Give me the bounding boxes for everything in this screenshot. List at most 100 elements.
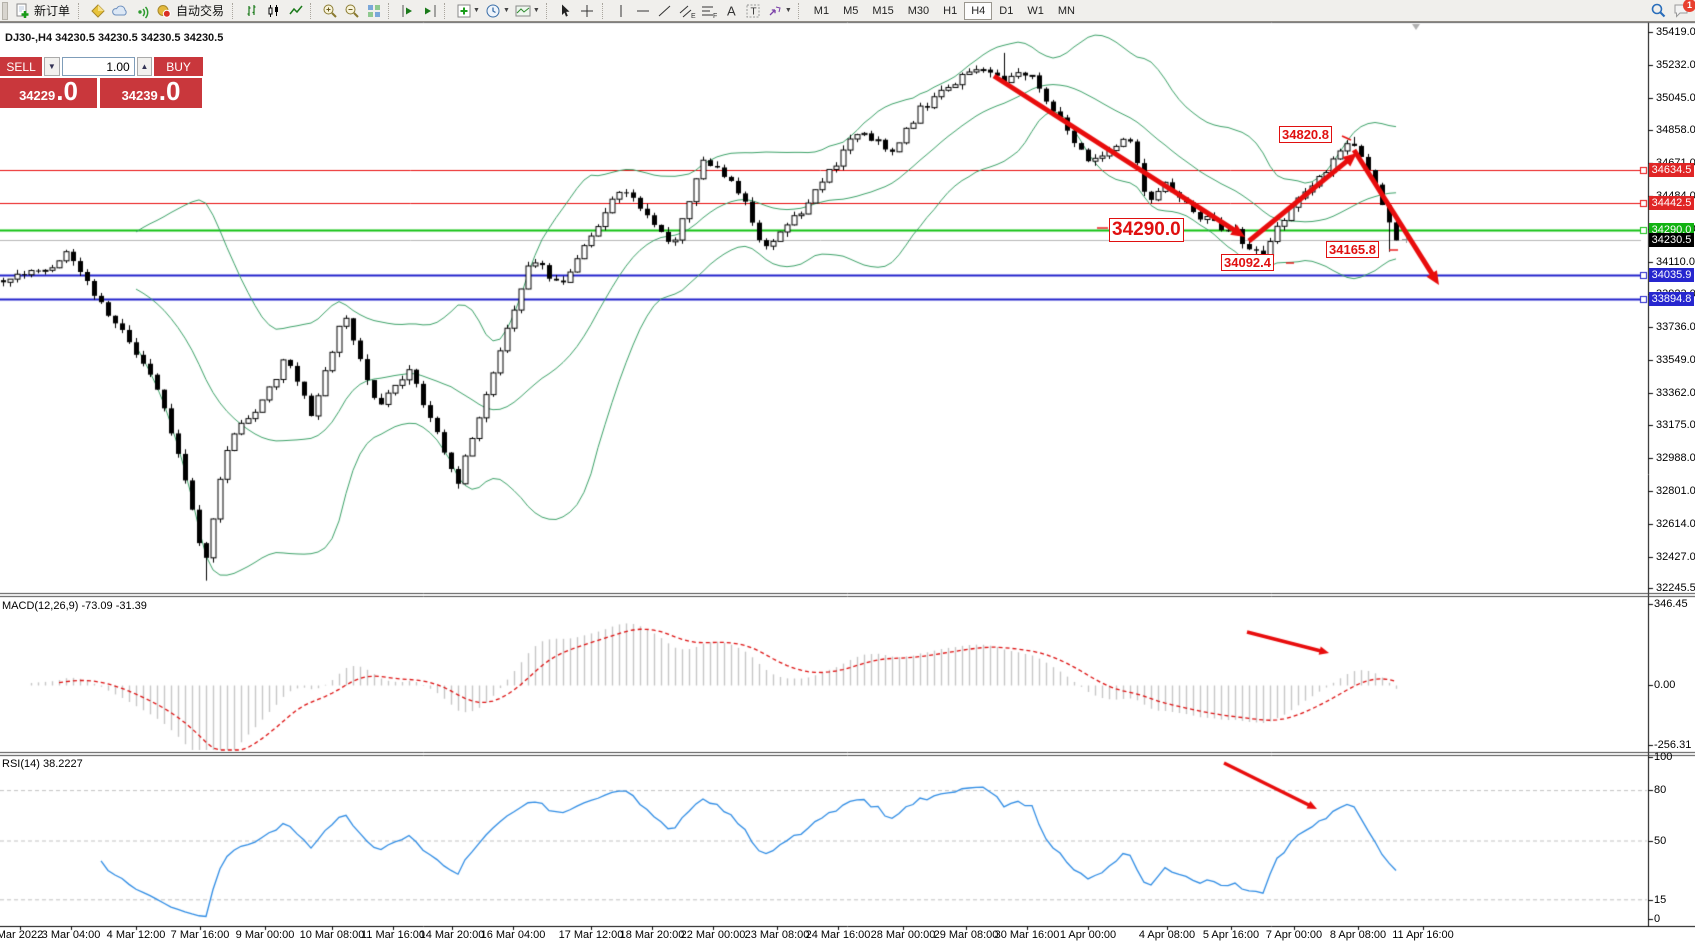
time-axis-label: 10 Mar 08:00 [299, 929, 365, 941]
time-axis-label: 4 Mar 12:00 [106, 929, 166, 941]
notification-badge[interactable]: 1 [1683, 0, 1695, 12]
price-axis-tick: 33362.0 [1656, 386, 1695, 399]
timeframe-MN[interactable]: MN [1057, 4, 1075, 17]
chevron-down-icon[interactable]: ▼ [502, 7, 510, 14]
time-axis-label: Mar 2022 [0, 929, 44, 941]
main-toolbar: 新订单 自动交易 ▼ ▼ ▼ [0, 0, 1695, 22]
text-icon[interactable]: A [721, 1, 742, 20]
template-icon[interactable] [513, 1, 534, 20]
rsi-axis-tick: 15 [1654, 894, 1667, 906]
chat-icon[interactable]: 1 [1669, 0, 1695, 20]
new-order-icon[interactable] [11, 1, 32, 20]
timeframe-toolbar: M1 M5 M15 M30 H1 H4 D1 W1 MN [807, 1, 1082, 20]
price-tag: 34230.5 [1649, 233, 1694, 248]
autotrade-label[interactable]: 自动交易 [176, 4, 225, 18]
volume-down-button[interactable]: ▼ [44, 57, 60, 76]
auto-scroll-icon[interactable] [397, 1, 418, 20]
zoom-in-icon[interactable] [319, 1, 340, 20]
chevron-down-icon[interactable]: ▼ [784, 7, 792, 14]
price-annotation[interactable]: 34820.8 [1279, 126, 1332, 143]
price-annotation[interactable]: 34290.0 [1109, 218, 1184, 242]
time-axis-label: 7 Mar 16:00 [170, 929, 230, 941]
market-watch-icon[interactable] [87, 1, 108, 20]
vertical-line-icon[interactable] [611, 1, 632, 20]
trendline-icon[interactable] [655, 1, 676, 20]
new-order-label[interactable]: 新订单 [34, 4, 71, 18]
arrows-objects-icon[interactable] [765, 1, 786, 20]
rsi-axis-tick: 0 [1654, 913, 1661, 925]
rsi-axis-tick: 80 [1654, 784, 1667, 796]
timeframe-H1[interactable]: H1 [943, 4, 958, 17]
time-axis-label: 18 Mar 20:00 [619, 929, 685, 941]
price-annotation[interactable]: 34092.4 [1221, 254, 1274, 271]
search-icon[interactable] [1648, 1, 1669, 20]
timeframe-M5[interactable]: M5 [843, 4, 859, 17]
volume-up-button[interactable]: ▲ [136, 57, 153, 76]
toolbar-separator [310, 2, 315, 19]
candlestick-icon[interactable] [263, 1, 284, 20]
crosshair-icon[interactable] [577, 1, 598, 20]
equidistant-channel-icon[interactable]: E [677, 1, 698, 20]
sell-price: 34229 [19, 88, 56, 103]
sell-price-fraction: .0 [56, 76, 78, 106]
period-clock-icon[interactable] [483, 1, 504, 20]
cursor-icon[interactable] [555, 1, 576, 20]
timeframe-D1[interactable]: D1 [999, 4, 1014, 17]
price-axis-tick: 34110.0 [1656, 255, 1695, 268]
timeframe-M1[interactable]: M1 [813, 4, 830, 17]
time-axis-label: 1 Apr 00:00 [1059, 929, 1117, 941]
tile-windows-icon[interactable] [363, 1, 384, 20]
timeframe-H4[interactable]: H4 [964, 1, 993, 20]
price-annotation[interactable]: 34165.8 [1326, 241, 1379, 258]
cloud-icon[interactable] [109, 1, 130, 20]
time-axis-label: 22 Mar 00:00 [680, 929, 746, 941]
bar-chart-icon[interactable] [241, 1, 262, 20]
macd-indicator-label: MACD(12,26,9) -73.09 -31.39 [2, 600, 147, 612]
toolbar-separator [78, 2, 83, 19]
add-indicator-icon[interactable] [453, 1, 474, 20]
autotrade-icon[interactable] [153, 1, 174, 20]
timeframe-M15[interactable]: M15 [872, 4, 894, 17]
time-axis-label: 9 Mar 00:00 [235, 929, 295, 941]
price-axis-tick: 35045.0 [1656, 91, 1695, 104]
price-tag: 33894.8 [1649, 292, 1694, 307]
chevron-down-icon[interactable]: ▼ [473, 7, 480, 14]
time-axis-label: 17 Mar 12:00 [558, 929, 624, 941]
volume-input[interactable]: 1.00 [61, 57, 135, 76]
time-axis-label: 24 Mar 16:00 [805, 929, 871, 941]
macd-axis-tick: 0.00 [1654, 679, 1676, 691]
macd-axis-tick: -256.31 [1654, 739, 1692, 751]
sell-price-box[interactable]: 34229 .0 [0, 78, 97, 108]
chart-shift-icon[interactable] [419, 1, 440, 20]
timeframe-M30[interactable]: M30 [907, 4, 930, 17]
price-axis-tick: 35419.0 [1656, 26, 1695, 38]
timeframe-W1[interactable]: W1 [1027, 4, 1044, 17]
price-axis-tick: 32988.0 [1656, 452, 1695, 465]
time-axis-label: 30 Mar 16:00 [994, 929, 1060, 941]
rsi-axis-tick: 100 [1654, 751, 1673, 763]
time-axis-label: 4 Apr 08:00 [1138, 929, 1196, 941]
rsi-indicator-label: RSI(14) 38.2227 [2, 758, 83, 770]
svg-text:A: A [727, 3, 736, 18]
signal-icon[interactable] [131, 1, 152, 20]
price-axis-tick: 32245.5 [1656, 582, 1695, 595]
horizontal-line-icon[interactable] [633, 1, 654, 20]
line-chart-icon[interactable] [285, 1, 306, 20]
time-axis-label: 16 Mar 04:00 [480, 929, 546, 941]
price-axis-tick: 34858.0 [1656, 124, 1695, 137]
toolbar-separator [388, 2, 393, 19]
toolbar-separator [797, 2, 803, 19]
sell-button[interactable]: SELL [0, 57, 43, 76]
chevron-down-icon[interactable]: ▼ [532, 7, 540, 14]
toolbar-separator [601, 2, 607, 19]
buy-price-box[interactable]: 34239 .0 [100, 78, 202, 108]
text-label-icon[interactable]: T [743, 1, 764, 20]
time-axis-label: 29 Mar 08:00 [933, 929, 999, 941]
price-tag: 34035.9 [1649, 267, 1694, 282]
toolbar-separator [232, 2, 237, 19]
buy-button[interactable]: BUY [154, 57, 203, 76]
zoom-out-icon[interactable] [341, 1, 362, 20]
price-tag: 34442.5 [1649, 196, 1694, 211]
fibonacci-icon[interactable]: F [699, 1, 720, 20]
